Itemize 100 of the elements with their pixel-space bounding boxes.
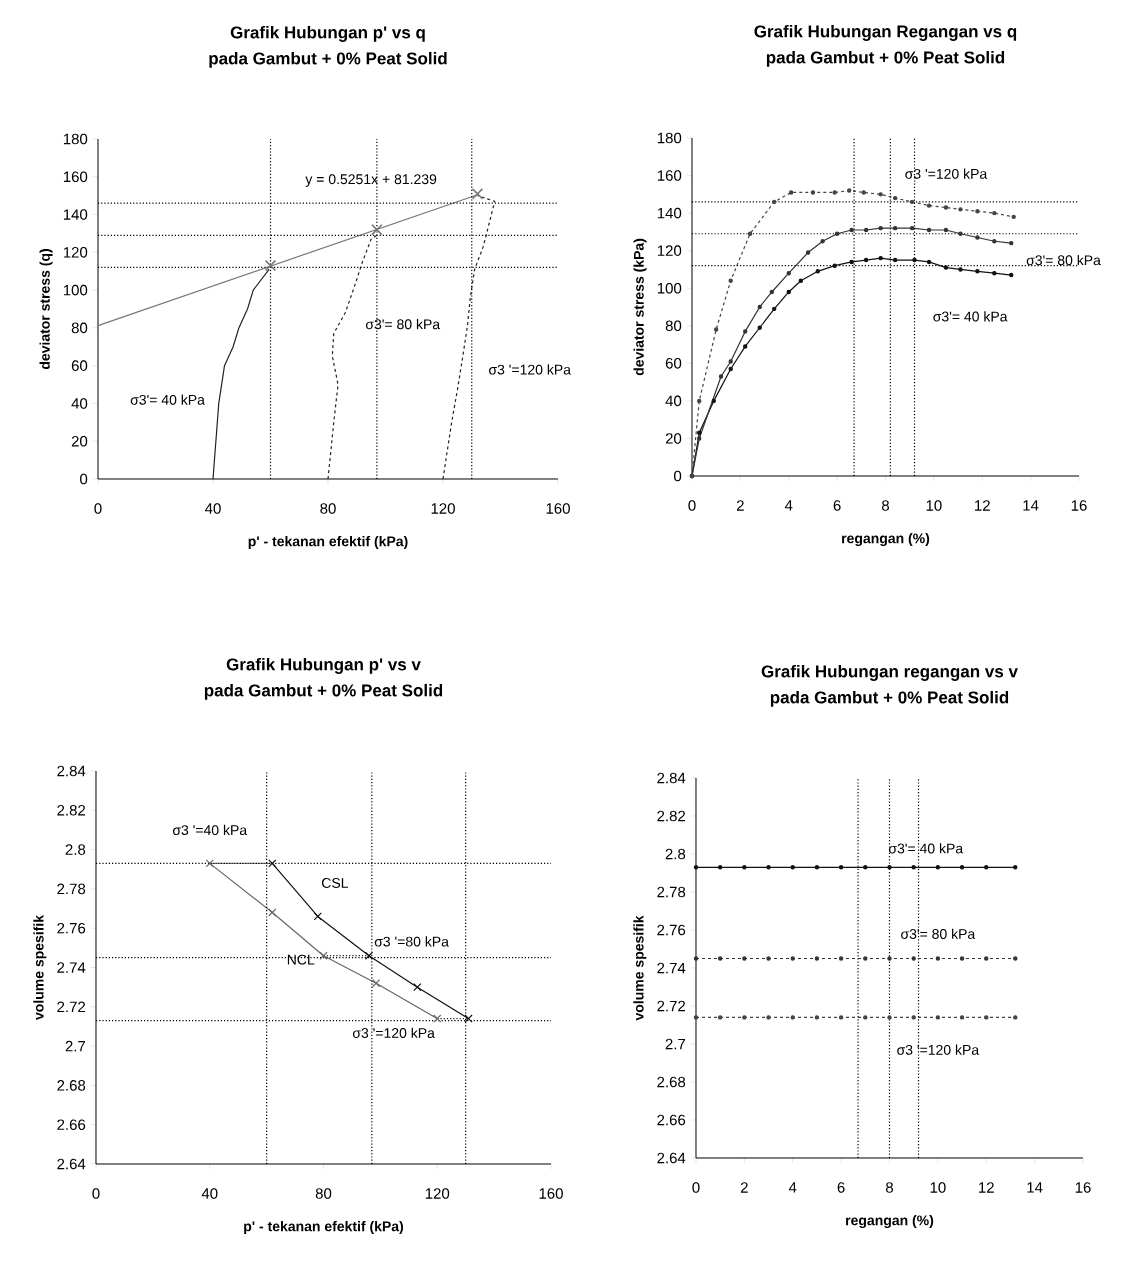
point — [728, 278, 733, 283]
point — [728, 359, 733, 364]
x-tick-label: 8 — [885, 1182, 894, 1193]
point — [814, 1015, 820, 1020]
point — [1009, 240, 1014, 246]
point — [788, 190, 794, 195]
point — [892, 195, 898, 201]
point — [849, 259, 854, 265]
y-tick-label: 140 — [63, 209, 88, 220]
point — [371, 223, 383, 236]
y-tick-label: 2.68 — [57, 1080, 86, 1091]
y-tick-label: 2.64 — [57, 1158, 86, 1170]
x-tick-label: 10 — [930, 1182, 946, 1193]
x-tick-label: 120 — [425, 1188, 450, 1199]
x-tick-label: 14 — [1027, 1182, 1043, 1193]
point — [268, 859, 277, 868]
chart-title: Grafik Hubungan p' vs q — [230, 25, 425, 42]
point — [717, 865, 723, 870]
point — [766, 956, 771, 961]
point — [849, 227, 854, 233]
series-label: σ3 '=120 kPa — [352, 1027, 435, 1038]
point — [861, 190, 866, 195]
point — [838, 1015, 844, 1020]
point — [892, 225, 898, 231]
point — [1013, 956, 1018, 961]
point — [718, 374, 724, 379]
y-tick-label: 180 — [657, 132, 682, 144]
x-tick-label: 80 — [320, 503, 336, 514]
x-axis-title: p' - tekanan efektif (kPa) — [244, 1221, 404, 1235]
y-tick-label: 2.8 — [65, 844, 86, 855]
point — [992, 210, 997, 216]
series-label: σ3'= 80 kPa — [901, 928, 976, 939]
x-tick-label: 80 — [315, 1188, 332, 1199]
point — [697, 430, 702, 436]
point — [984, 956, 989, 961]
point — [790, 956, 795, 961]
point — [887, 1015, 892, 1020]
series-label: NCL — [287, 954, 315, 965]
x-tick-label: 160 — [539, 1188, 563, 1199]
point — [959, 865, 965, 870]
point — [766, 1015, 771, 1020]
series-label: σ3 '=80 kPa — [374, 936, 449, 947]
y-tick-label: 120 — [63, 247, 88, 258]
point — [909, 225, 915, 231]
y-tick-label: 2.8 — [665, 848, 686, 860]
point — [912, 257, 917, 263]
point — [319, 951, 328, 960]
x-tick-label: 0 — [92, 1188, 100, 1199]
chart-title: Grafik Hubungan p' vs v — [226, 657, 421, 674]
y-tick-label: 140 — [657, 207, 682, 219]
point — [742, 1015, 747, 1020]
point — [766, 865, 771, 870]
x-tick-label: 120 — [431, 503, 455, 514]
point — [943, 205, 949, 210]
point — [984, 1015, 989, 1020]
point — [892, 257, 898, 263]
y-tick-label: 2.84 — [657, 772, 686, 784]
point — [743, 329, 748, 334]
series-label: σ3'= 80 kPa — [1026, 254, 1101, 266]
series-label: σ3 '=120 kPa — [897, 1044, 980, 1055]
x-tick-label: 16 — [1075, 1182, 1091, 1193]
point — [471, 188, 484, 200]
point — [838, 956, 844, 961]
chart-subtitle: pada Gambut + 0% Peat Solid — [209, 51, 447, 68]
point — [863, 257, 869, 263]
x-tick-label: 6 — [837, 1182, 845, 1193]
point — [697, 398, 702, 404]
point — [863, 956, 868, 961]
point — [911, 956, 916, 961]
point — [772, 199, 777, 205]
y-axis-title: deviator stress (q) — [39, 249, 53, 370]
y-axis-title: deviator stress (kPa) — [633, 238, 647, 376]
chart-subtitle: pada Gambut + 0% Peat Solid — [770, 690, 1009, 707]
point — [747, 231, 753, 236]
point — [992, 239, 997, 244]
point — [814, 865, 820, 870]
y-tick-label: 80 — [71, 322, 88, 334]
y-tick-label: 2.66 — [657, 1114, 686, 1126]
y-tick-label: 40 — [71, 398, 88, 409]
y-axis-title: volume spesifik — [33, 914, 47, 1020]
x-tick-label: 40 — [205, 503, 221, 514]
y-tick-label: 2.84 — [57, 765, 86, 777]
point — [728, 366, 733, 372]
point — [371, 979, 381, 988]
point — [838, 865, 844, 870]
point — [832, 190, 837, 195]
x-axis-title: regangan (%) — [846, 1215, 934, 1229]
x-tick-label: 160 — [546, 503, 570, 514]
series-label: σ3'= 40 kPa — [130, 394, 205, 405]
x-axis-title: p' - tekanan efektif (kPa) — [248, 536, 408, 550]
point — [959, 956, 965, 961]
point — [464, 1014, 473, 1023]
point — [975, 269, 980, 274]
point — [769, 289, 775, 295]
y-tick-label: 80 — [665, 320, 682, 332]
point — [790, 865, 795, 870]
y-axis-title: volume spesifik — [633, 915, 647, 1021]
y-tick-label: 2.64 — [657, 1152, 686, 1164]
point — [798, 278, 804, 283]
x-tick-label: 12 — [979, 1182, 994, 1193]
